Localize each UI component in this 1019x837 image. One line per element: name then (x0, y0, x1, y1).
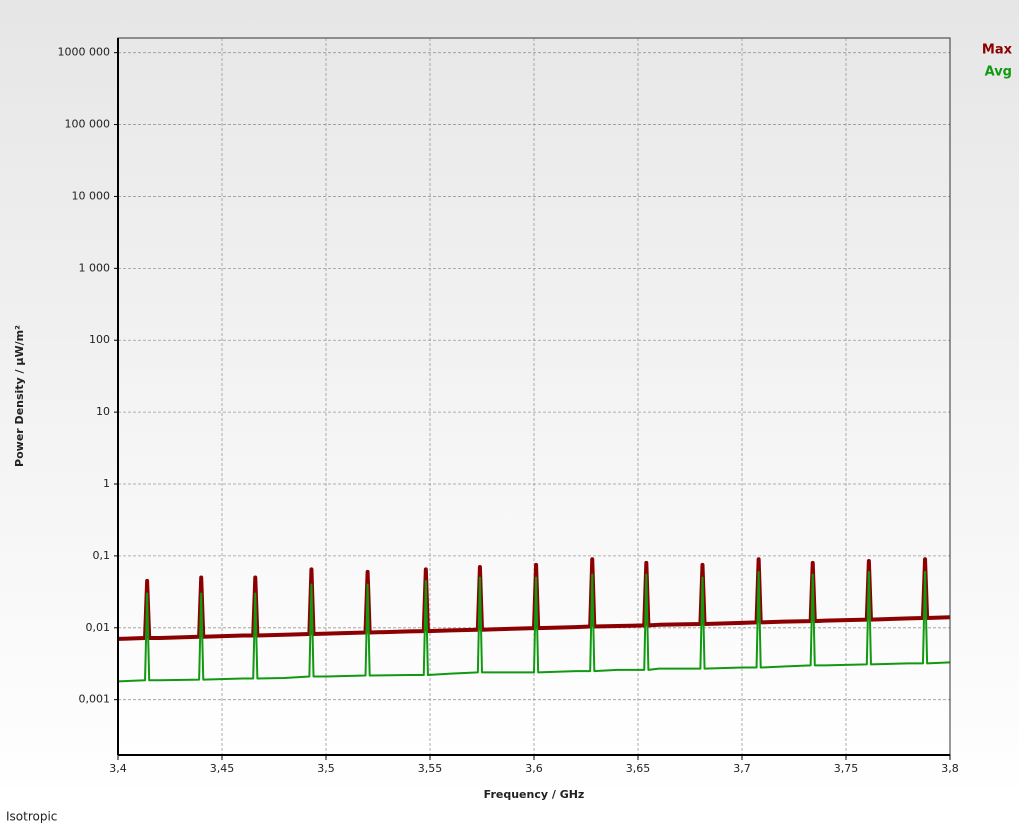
y-tick-label: 100 000 (65, 118, 111, 131)
x-tick-label: 3,55 (418, 762, 443, 775)
x-tick-label: 3,75 (834, 762, 859, 775)
y-axis-title: Power Density / µW/m² (13, 325, 26, 467)
y-tick-label: 100 (89, 333, 110, 346)
x-tick-label: 3,8 (941, 762, 959, 775)
x-tick-label: 3,4 (109, 762, 127, 775)
footer: Isotropic (6, 810, 57, 824)
y-tick-label: 1 (103, 477, 110, 490)
y-tick-label: 1000 000 (58, 46, 111, 59)
x-axis-title: Frequency / GHz (484, 788, 585, 801)
y-tick-label: 10 000 (72, 189, 111, 202)
x-tick-label: 3,5 (317, 762, 335, 775)
x-tick-label: 3,45 (210, 762, 235, 775)
y-tick-label: 0,001 (79, 693, 111, 706)
data-line (117, 570, 951, 683)
x-tick-label: 3,65 (626, 762, 651, 775)
y-tick-label: 0,1 (93, 549, 111, 562)
y-tick-label: 0,01 (86, 621, 111, 634)
legend-label: Avg (985, 65, 1012, 80)
legend-label: Max (982, 43, 1013, 58)
y-tick-label: 1 000 (79, 261, 111, 274)
y-tick-label: 10 (96, 405, 110, 418)
x-tick-label: 3,6 (525, 762, 543, 775)
data-line (117, 557, 951, 641)
x-tick-label: 3,7 (733, 762, 751, 775)
